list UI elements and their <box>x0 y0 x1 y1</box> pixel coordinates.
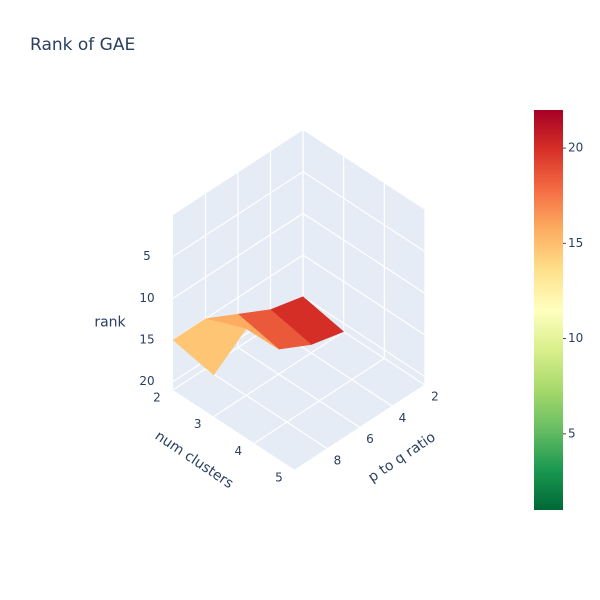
grid-line <box>205 368 328 450</box>
y-axis-title: p to q ratio <box>365 429 438 486</box>
grid-line <box>302 171 426 253</box>
y-tick-label: 2 <box>431 390 439 404</box>
grid-line <box>172 171 304 258</box>
surface-patch <box>172 318 247 376</box>
z-axis-title: rank <box>94 315 126 331</box>
colorbar-tick-label: 15 <box>568 236 583 250</box>
grid-line <box>302 212 426 294</box>
grid-line <box>302 296 426 378</box>
y-tick-label: 6 <box>366 432 374 446</box>
z-tick-label: 5 <box>143 249 151 263</box>
grid-line <box>237 346 361 429</box>
x-axis-title: num clusters <box>152 428 236 492</box>
x-tick-label: 2 <box>153 391 161 405</box>
y-tick-label: 8 <box>334 453 342 467</box>
wall <box>303 130 425 385</box>
z-tick-label: 10 <box>139 291 154 305</box>
chart-title: Rank of GAE <box>30 35 135 55</box>
colorbar <box>534 110 563 510</box>
x-tick-label: 3 <box>194 417 202 431</box>
colorbar-tick-label: 10 <box>568 331 583 345</box>
y-tick-label: 4 <box>399 411 407 425</box>
z-tick-label: 20 <box>139 374 154 388</box>
colorbar-tick-label: 5 <box>568 426 576 440</box>
z-tick-label: 15 <box>139 333 154 347</box>
x-tick-label: 5 <box>275 471 283 485</box>
grid-line <box>302 254 426 336</box>
grid-line <box>172 212 304 299</box>
x-tick-label: 4 <box>235 444 243 458</box>
colorbar-tick-label: 20 <box>568 141 583 155</box>
